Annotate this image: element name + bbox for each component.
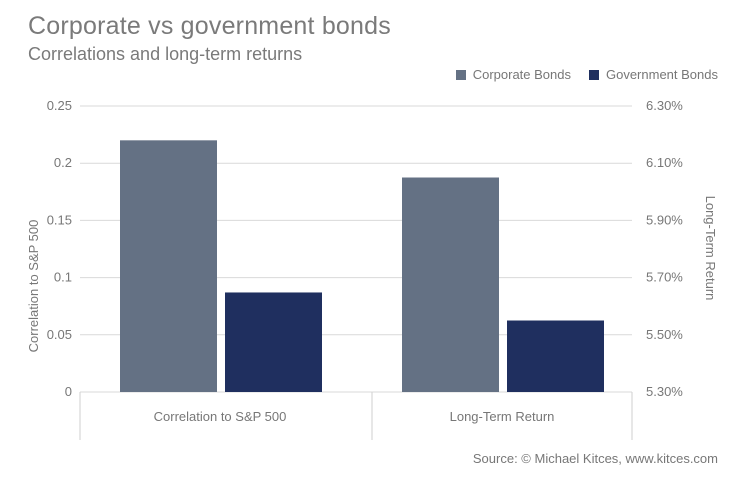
y2-tick-label: 6.30%	[646, 98, 683, 113]
y2-tick-label: 6.10%	[646, 155, 683, 170]
legend-item-government: Government Bonds	[588, 67, 718, 82]
bar-government-1	[507, 320, 604, 392]
y-tick-label: 0.1	[54, 270, 72, 285]
y2-tick-label: 5.70%	[646, 270, 683, 285]
bar-corporate-1	[402, 177, 499, 392]
y-tick-label: 0.05	[47, 327, 72, 342]
legend-swatch-corporate	[455, 69, 466, 80]
y-tick-label: 0.2	[54, 155, 72, 170]
legend: Corporate Bonds Government Bonds	[438, 67, 718, 82]
x-axis-categories: Correlation to S&P 500 Long-Term Return	[79, 392, 633, 440]
y-axis-label: Correlation to S&P 500	[26, 220, 41, 353]
chart-title: Corporate vs government bonds	[28, 12, 391, 40]
x-category-label: Long-Term Return	[450, 409, 555, 424]
y-tick-label: 0.25	[47, 98, 72, 113]
legend-swatch-government	[588, 69, 599, 80]
y-axis-ticks: 0 0.05 0.1 0.15 0.2 0.25	[47, 98, 72, 399]
bar-government-0	[225, 292, 322, 392]
y2-tick-label: 5.30%	[646, 384, 683, 399]
y2-axis-ticks: 5.30% 5.50% 5.70% 5.90% 6.10% 6.30%	[646, 98, 683, 399]
bar-corporate-0	[120, 140, 217, 392]
x-category-label: Correlation to S&P 500	[154, 409, 287, 424]
y2-tick-label: 5.90%	[646, 212, 683, 227]
y-tick-label: 0.15	[47, 212, 72, 227]
y-tick-label: 0	[65, 384, 72, 399]
legend-label-corporate: Corporate Bonds	[472, 67, 571, 82]
chart-subtitle: Correlations and long-term returns	[28, 44, 303, 64]
y2-tick-label: 5.50%	[646, 327, 683, 342]
y2-axis-label: Long-Term Return	[703, 196, 718, 301]
source-note: Source: © Michael Kitces, www.kitces.com	[472, 451, 718, 466]
bars	[120, 140, 604, 392]
legend-label-government: Government Bonds	[605, 67, 718, 82]
legend-item-corporate: Corporate Bonds	[455, 67, 571, 82]
